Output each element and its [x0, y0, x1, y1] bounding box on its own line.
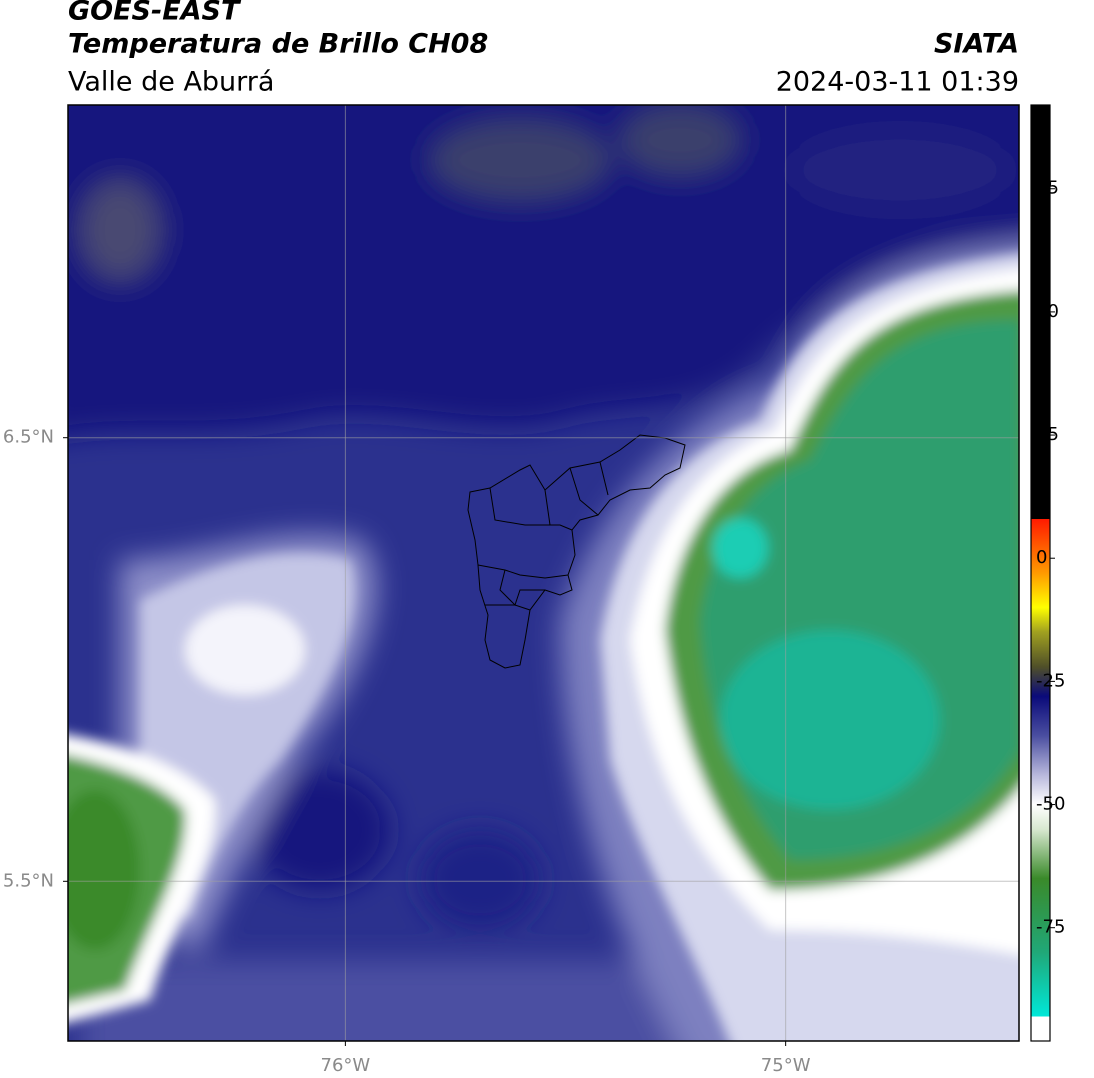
municipal-boundaries [467, 434, 686, 669]
map-frame [67, 104, 1020, 1042]
colorbar-tick-label: 25 [1036, 424, 1059, 445]
colorbar-tick-label: -75 [1036, 917, 1065, 938]
colorbar-tick-label: -25 [1036, 670, 1065, 691]
colorbar-tick-label: 75 [1036, 178, 1059, 199]
graticule [68, 105, 1019, 1041]
y-tick-label: 6.5°N [3, 427, 54, 448]
title: GOES-EAST [68, 0, 242, 27]
satellite-image [68, 105, 1019, 1041]
colorbar [1030, 104, 1051, 1042]
timestamp: 2024-03-11 01:39 [776, 67, 1019, 98]
colorbar-tick-label: 0 [1036, 547, 1047, 568]
region: Valle de Aburrá [68, 67, 274, 98]
x-tick-label: 76°W [321, 1055, 371, 1076]
source: SIATA [934, 29, 1019, 60]
x-tick-label: 75°W [761, 1055, 811, 1076]
colorbar-tick-label: -50 [1036, 794, 1065, 815]
y-tick-label: 5.5°N [3, 870, 54, 891]
colorbar-tick-label: 50 [1036, 301, 1059, 322]
subtitle: Temperatura de Brillo CH08 [68, 29, 488, 60]
